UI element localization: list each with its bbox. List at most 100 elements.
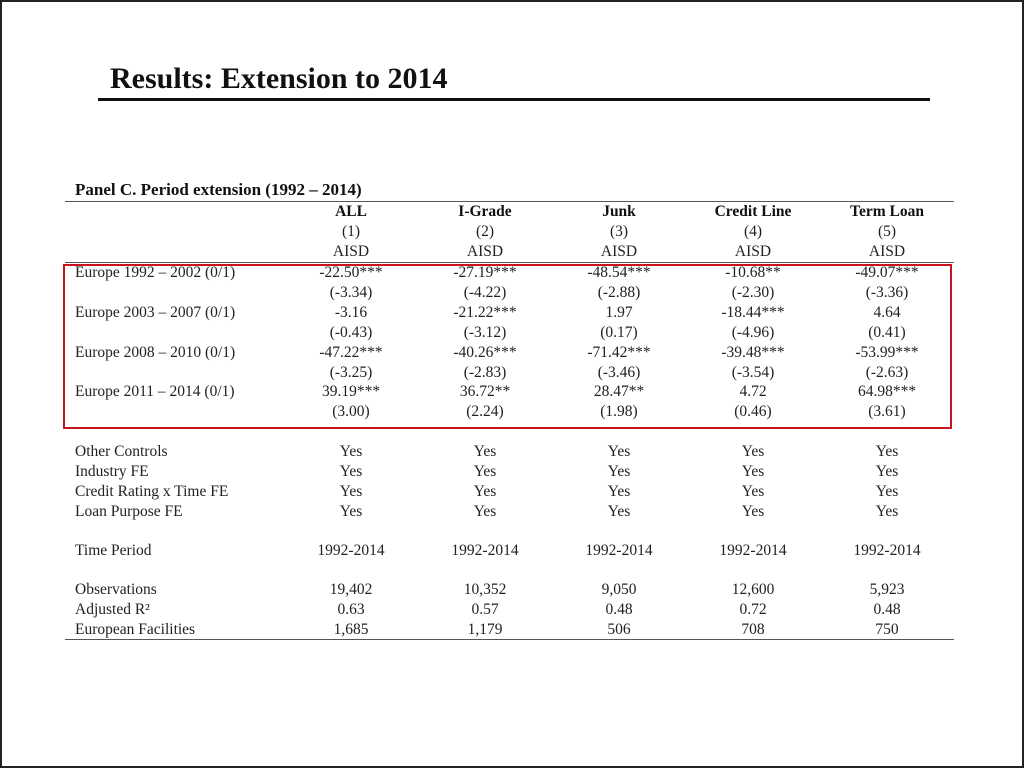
coefficient-cell: 36.72**: [459, 383, 511, 400]
tstat-cell: (-2.63): [865, 364, 909, 381]
coefficient-cell: -71.42***: [587, 344, 651, 361]
control-cell: Yes: [607, 503, 631, 520]
stat-cell: 0.57: [471, 601, 499, 618]
column-header: Term Loan: [850, 203, 924, 220]
header-row-numbers: (1) (2) (3) (4) (5): [2, 222, 1024, 242]
period-cell: 1992-2014: [719, 542, 787, 559]
tstat-cell: (3.00): [332, 403, 370, 420]
row-label: Europe 2003 – 2007 (0/1): [75, 304, 236, 321]
header-row-names: ALL I-Grade Junk Credit Line Term Loan: [2, 202, 1024, 222]
coefficient-row: Europe 2003 – 2007 (0/1) -3.16 -21.22***…: [2, 303, 1024, 323]
control-cell: Yes: [473, 443, 497, 460]
row-label: Industry FE: [75, 463, 149, 480]
title-underline: [98, 98, 930, 101]
period-cell: 1992-2014: [317, 542, 385, 559]
control-row: Industry FE Yes Yes Yes Yes Yes: [2, 462, 1024, 482]
tstat-row: (-0.43) (-3.12) (0.17) (-4.96) (0.41): [2, 323, 1024, 343]
coefficient-cell: 39.19***: [321, 383, 381, 400]
tstat-cell: (-0.43): [329, 324, 373, 341]
tstat-cell: (-2.88): [597, 284, 641, 301]
coefficient-row: Europe 2008 – 2010 (0/1) -47.22*** -40.2…: [2, 343, 1024, 363]
column-number: (3): [609, 223, 629, 240]
table-bottom-rule: [65, 639, 954, 640]
row-label: Credit Rating x Time FE: [75, 483, 229, 500]
coefficient-row: Europe 2011 – 2014 (0/1) 39.19*** 36.72*…: [2, 382, 1024, 402]
control-row: Other Controls Yes Yes Yes Yes Yes: [2, 442, 1024, 462]
row-label: Europe 2011 – 2014 (0/1): [75, 383, 235, 400]
stat-cell: 0.72: [739, 601, 767, 618]
stat-row: Adjusted R² 0.63 0.57 0.48 0.72 0.48: [2, 600, 1024, 620]
coefficient-cell: 28.47**: [593, 383, 645, 400]
coefficient-cell: 64.98***: [857, 383, 917, 400]
coefficient-cell: -53.99***: [855, 344, 919, 361]
stat-cell: 12,600: [731, 581, 775, 598]
header-row-dependent-variable: AISD AISD AISD AISD AISD: [2, 242, 1024, 262]
control-cell: Yes: [339, 443, 363, 460]
tstat-row: (-3.34) (-4.22) (-2.88) (-2.30) (-3.36): [2, 283, 1024, 303]
control-cell: Yes: [607, 483, 631, 500]
control-cell: Yes: [473, 463, 497, 480]
period-cell: 1992-2014: [451, 542, 519, 559]
tstat-cell: (3.61): [868, 403, 906, 420]
row-label: Europe 1992 – 2002 (0/1): [75, 264, 236, 281]
time-period-row: Time Period 1992-2014 1992-2014 1992-201…: [2, 541, 1024, 561]
column-header: I-Grade: [458, 203, 512, 220]
control-cell: Yes: [875, 463, 899, 480]
dependent-variable: AISD: [868, 243, 906, 260]
stat-cell: 708: [741, 621, 765, 638]
dependent-variable: AISD: [600, 243, 638, 260]
column-number: (1): [341, 223, 361, 240]
row-label: Adjusted R²: [75, 601, 150, 618]
highlight-box: [63, 264, 952, 429]
stat-cell: 0.48: [873, 601, 901, 618]
tstat-cell: (0.41): [868, 324, 906, 341]
tstat-cell: (-3.36): [865, 284, 909, 301]
control-cell: Yes: [473, 483, 497, 500]
coefficient-row: Europe 1992 – 2002 (0/1) -22.50*** -27.1…: [2, 263, 1024, 283]
column-header: Credit Line: [714, 203, 792, 220]
control-cell: Yes: [339, 463, 363, 480]
tstat-cell: (-3.46): [597, 364, 641, 381]
coefficient-cell: -22.50***: [319, 264, 383, 281]
coefficient-cell: -47.22***: [319, 344, 383, 361]
row-label: Europe 2008 – 2010 (0/1): [75, 344, 236, 361]
stat-cell: 19,402: [329, 581, 373, 598]
stat-cell: 5,923: [869, 581, 905, 598]
stat-cell: 1,685: [333, 621, 369, 638]
row-label: Other Controls: [75, 443, 168, 460]
tstat-cell: (-3.12): [463, 324, 507, 341]
row-label: European Facilities: [75, 621, 196, 638]
tstat-cell: (0.17): [600, 324, 638, 341]
tstat-cell: (1.98): [600, 403, 638, 420]
control-cell: Yes: [741, 443, 765, 460]
tstat-row: (3.00) (2.24) (1.98) (0.46) (3.61): [2, 402, 1024, 422]
stat-cell: 506: [607, 621, 631, 638]
column-number: (2): [475, 223, 495, 240]
control-cell: Yes: [741, 483, 765, 500]
stat-cell: 750: [875, 621, 899, 638]
tstat-cell: (-2.83): [463, 364, 507, 381]
tstat-cell: (2.24): [466, 403, 504, 420]
stat-cell: 0.63: [337, 601, 365, 618]
coefficient-cell: -48.54***: [587, 264, 651, 281]
tstat-cell: (-4.96): [731, 324, 775, 341]
table-top-rule: [65, 201, 954, 202]
column-number: (4): [743, 223, 763, 240]
control-cell: Yes: [339, 483, 363, 500]
stat-cell: 9,050: [601, 581, 637, 598]
row-label: Observations: [75, 581, 157, 598]
slide-title: Results: Extension to 2014: [110, 62, 448, 95]
coefficient-cell: 1.97: [605, 304, 633, 321]
coefficient-cell: -39.48***: [721, 344, 785, 361]
dependent-variable: AISD: [734, 243, 772, 260]
dependent-variable: AISD: [466, 243, 504, 260]
column-number: (5): [877, 223, 897, 240]
coefficient-cell: -49.07***: [855, 264, 919, 281]
header-rule: [65, 262, 954, 263]
row-label: Loan Purpose FE: [75, 503, 183, 520]
tstat-cell: (-2.30): [731, 284, 775, 301]
period-cell: 1992-2014: [585, 542, 653, 559]
control-cell: Yes: [339, 503, 363, 520]
control-row: Credit Rating x Time FE Yes Yes Yes Yes …: [2, 482, 1024, 502]
